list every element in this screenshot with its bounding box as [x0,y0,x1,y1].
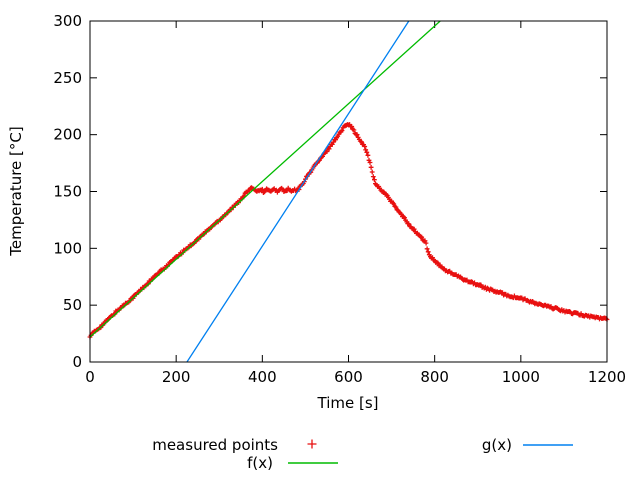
plus-icon [307,439,317,449]
legend-line-sample-g [523,444,573,446]
y-tick-label: 300 [53,12,82,30]
y-tick-label: 150 [53,183,82,201]
x-tick-label: 400 [248,368,277,386]
y-axis-title: Temperature [°C] [7,126,25,256]
measured-points-series [87,122,610,340]
x-tick-label: 0 [85,368,95,386]
y-tick-label: 0 [72,353,82,371]
y-tick-label: 50 [63,296,82,314]
plot-border [89,20,608,363]
y-tick-label: 200 [53,126,82,144]
y-tick-label: 100 [53,239,82,257]
x-tick-label: 1200 [588,368,626,386]
g-line-series [186,21,410,362]
legend-line-sample-f [288,462,338,464]
y-tick-label: 250 [53,69,82,87]
legend-label-g: g(x) [481,436,512,454]
legend-label-measured-points: measured points [152,436,278,454]
legend-label-f: f(x) [247,454,273,472]
x-axis-title: Time [s] [317,394,379,412]
f-line-series [90,21,441,338]
x-tick-label: 800 [420,368,449,386]
x-tick-label: 200 [162,368,191,386]
x-tick-label: 600 [334,368,363,386]
x-tick-label: 1000 [502,368,540,386]
legend-plus-marker-icon [307,439,317,449]
